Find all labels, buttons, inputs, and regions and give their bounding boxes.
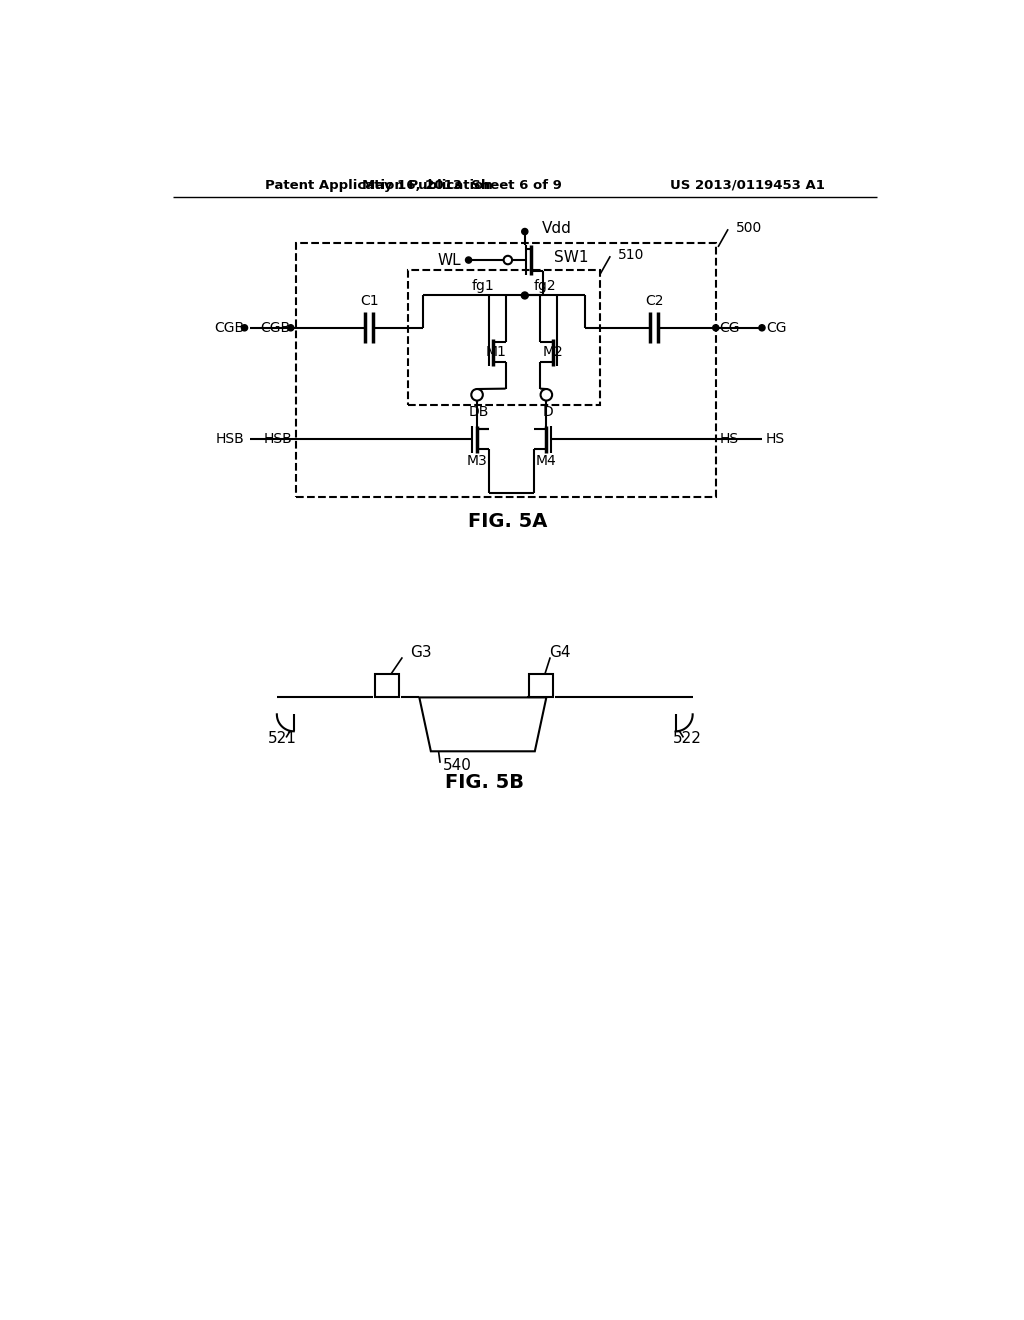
Circle shape bbox=[471, 389, 483, 400]
Polygon shape bbox=[419, 697, 547, 751]
Bar bbox=[375, 675, 399, 697]
Text: M1: M1 bbox=[485, 346, 507, 359]
Text: 540: 540 bbox=[442, 758, 471, 772]
Text: D: D bbox=[543, 405, 553, 418]
Text: M3: M3 bbox=[467, 454, 487, 469]
Circle shape bbox=[466, 257, 472, 263]
Bar bbox=[408, 271, 600, 405]
Circle shape bbox=[504, 256, 512, 264]
Circle shape bbox=[242, 325, 248, 331]
Text: G4: G4 bbox=[549, 645, 570, 660]
Text: HSB: HSB bbox=[216, 433, 245, 446]
Text: 510: 510 bbox=[617, 248, 644, 261]
Circle shape bbox=[759, 325, 765, 331]
Text: DB: DB bbox=[468, 405, 488, 418]
Text: SW1: SW1 bbox=[554, 251, 589, 265]
Circle shape bbox=[521, 228, 528, 235]
Text: CG: CG bbox=[766, 321, 786, 335]
Text: 500: 500 bbox=[736, 220, 762, 235]
Text: FIG. 5B: FIG. 5B bbox=[445, 772, 524, 792]
Text: HS: HS bbox=[766, 433, 785, 446]
Text: STI: STI bbox=[471, 717, 495, 731]
Circle shape bbox=[521, 292, 528, 298]
Text: FIG. 5A: FIG. 5A bbox=[468, 512, 548, 532]
Circle shape bbox=[288, 325, 294, 331]
Text: 521: 521 bbox=[268, 731, 297, 747]
Text: CG: CG bbox=[720, 321, 740, 335]
Text: fg2: fg2 bbox=[535, 280, 557, 293]
Text: Patent Application Publication: Patent Application Publication bbox=[265, 178, 494, 191]
Text: CGB: CGB bbox=[214, 321, 245, 335]
Text: G3: G3 bbox=[410, 645, 432, 660]
Bar bbox=[528, 675, 553, 697]
Text: 522: 522 bbox=[673, 731, 701, 747]
Text: C2: C2 bbox=[645, 294, 664, 308]
Circle shape bbox=[713, 325, 719, 331]
Text: HSB: HSB bbox=[263, 433, 292, 446]
Circle shape bbox=[541, 389, 552, 400]
Text: Vdd: Vdd bbox=[542, 220, 571, 236]
Text: CGB: CGB bbox=[260, 321, 291, 335]
Text: HS: HS bbox=[720, 433, 738, 446]
Text: fg1: fg1 bbox=[471, 280, 494, 293]
Text: M4: M4 bbox=[536, 454, 557, 469]
Text: WL: WL bbox=[437, 252, 461, 268]
Text: M2: M2 bbox=[543, 346, 563, 359]
Bar bbox=[296, 243, 716, 498]
Text: C1: C1 bbox=[360, 294, 379, 308]
Text: May 16, 2013  Sheet 6 of 9: May 16, 2013 Sheet 6 of 9 bbox=[361, 178, 561, 191]
Text: US 2013/0119453 A1: US 2013/0119453 A1 bbox=[670, 178, 824, 191]
